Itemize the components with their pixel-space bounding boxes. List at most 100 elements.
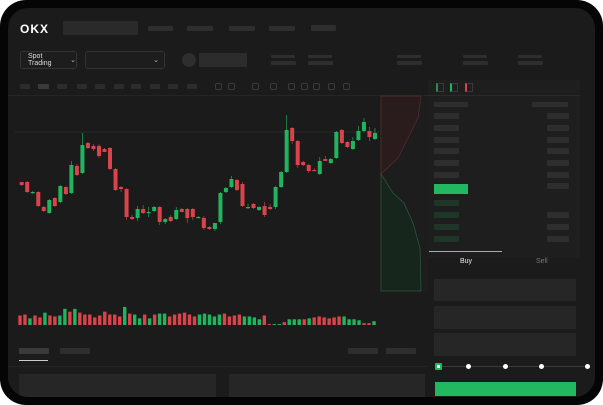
candle-body <box>163 219 168 222</box>
orderbook-header-price <box>434 102 468 107</box>
volume-bar <box>187 314 192 325</box>
stat-label <box>308 55 332 58</box>
volume-bar <box>78 312 82 325</box>
candle-body <box>185 209 190 218</box>
ask-price <box>434 137 459 143</box>
timeframe-button[interactable] <box>57 84 67 89</box>
camera-icon[interactable] <box>313 83 320 90</box>
ask-amount <box>547 160 569 166</box>
stat-label <box>397 55 421 58</box>
fullscreen-icon[interactable] <box>343 83 350 90</box>
volume-bar <box>68 311 72 325</box>
volume-bar <box>352 319 356 325</box>
nav-item[interactable] <box>229 26 255 31</box>
nav-item[interactable] <box>311 25 336 31</box>
chevron-down-icon[interactable] <box>270 83 277 90</box>
candle-body <box>350 141 355 149</box>
indicator-icon[interactable] <box>215 83 222 90</box>
volume-bar <box>202 313 207 325</box>
stat-value <box>463 61 488 65</box>
buy-button[interactable] <box>435 382 576 396</box>
pair-selector[interactable]: ⌄ <box>85 51 165 69</box>
orderbook-view-bids-icon[interactable] <box>450 83 458 92</box>
candle-body <box>36 192 41 206</box>
tab-open-orders[interactable] <box>19 348 49 354</box>
candle-body <box>63 187 68 194</box>
orderbook-view-both-icon[interactable] <box>436 83 444 92</box>
amount-slider-track[interactable] <box>440 366 588 367</box>
timeframe-button[interactable] <box>20 84 30 89</box>
timeframe-button[interactable] <box>38 84 49 89</box>
timeframe-button[interactable] <box>168 84 178 89</box>
tab-order-history[interactable] <box>60 348 90 354</box>
ask-amount <box>547 148 569 154</box>
candle-body <box>152 207 157 211</box>
total-input[interactable] <box>434 333 576 356</box>
ask-amount <box>547 183 569 189</box>
ruler-icon[interactable] <box>301 83 308 90</box>
timeframe-button[interactable] <box>187 84 197 89</box>
candle-body <box>190 209 195 217</box>
stat-label <box>271 55 295 58</box>
candle-body <box>279 172 284 187</box>
volume-bar <box>33 315 37 325</box>
volume-bar <box>88 314 92 325</box>
stat-label <box>518 55 542 58</box>
last-price <box>434 184 468 194</box>
candle-body <box>257 207 262 210</box>
draw-icon[interactable] <box>252 83 259 90</box>
timeframe-button[interactable] <box>131 84 141 89</box>
bid-price <box>434 236 459 242</box>
timeframe-button[interactable] <box>150 84 160 89</box>
spot-trading-dropdown[interactable]: Spot Trading ⌄ <box>20 51 77 69</box>
settings-icon[interactable] <box>328 83 335 90</box>
volume-bar <box>167 316 172 325</box>
amount-input[interactable] <box>434 306 576 329</box>
volume-bar <box>322 317 326 325</box>
nav-item[interactable] <box>269 26 295 31</box>
volume-bar <box>137 318 142 325</box>
candle-body <box>312 170 317 172</box>
timeframe-button[interactable] <box>77 84 87 89</box>
spot-trading-label: Spot Trading <box>28 53 52 67</box>
volume-bar <box>242 316 247 325</box>
candlestick-chart[interactable] <box>8 8 595 338</box>
slider-mark-0[interactable] <box>435 363 442 370</box>
tab-sell[interactable]: Sell <box>536 258 548 265</box>
candle-body <box>262 206 267 215</box>
line-icon[interactable] <box>288 83 295 90</box>
price-input[interactable] <box>434 279 576 301</box>
candle-body <box>323 159 328 161</box>
slider-mark-50[interactable] <box>503 364 508 369</box>
volume-bar <box>337 316 341 325</box>
ask-amount <box>547 172 569 178</box>
timeframe-button[interactable] <box>114 84 124 89</box>
chevron-down-icon[interactable] <box>228 83 235 90</box>
tab-buy[interactable]: Buy <box>460 258 473 265</box>
bid-amount <box>547 236 569 242</box>
slider-mark-75[interactable] <box>539 364 544 369</box>
slider-mark-100[interactable] <box>585 364 590 369</box>
volume-bar <box>172 314 177 325</box>
candle-body <box>30 192 35 194</box>
timeframe-button[interactable] <box>95 84 105 89</box>
nav-item[interactable] <box>148 26 173 31</box>
volume-bar <box>162 313 167 325</box>
volume-bar <box>367 323 371 325</box>
volume-bar <box>132 314 137 325</box>
nav-item[interactable] <box>187 26 213 31</box>
candle-body <box>85 143 90 148</box>
ask-price <box>434 113 459 119</box>
volume-bar <box>307 318 311 325</box>
orderbook-view-asks-icon[interactable] <box>465 83 473 92</box>
filter-button[interactable] <box>386 348 416 354</box>
candle-body <box>58 186 63 202</box>
candle-body <box>102 149 107 152</box>
volume-bar <box>312 317 316 325</box>
volume-bar <box>73 308 77 325</box>
candle-body <box>361 122 366 131</box>
search-placeholder[interactable] <box>63 21 138 35</box>
filter-button[interactable] <box>348 348 378 354</box>
candle-body <box>91 146 96 149</box>
slider-mark-25[interactable] <box>466 364 471 369</box>
